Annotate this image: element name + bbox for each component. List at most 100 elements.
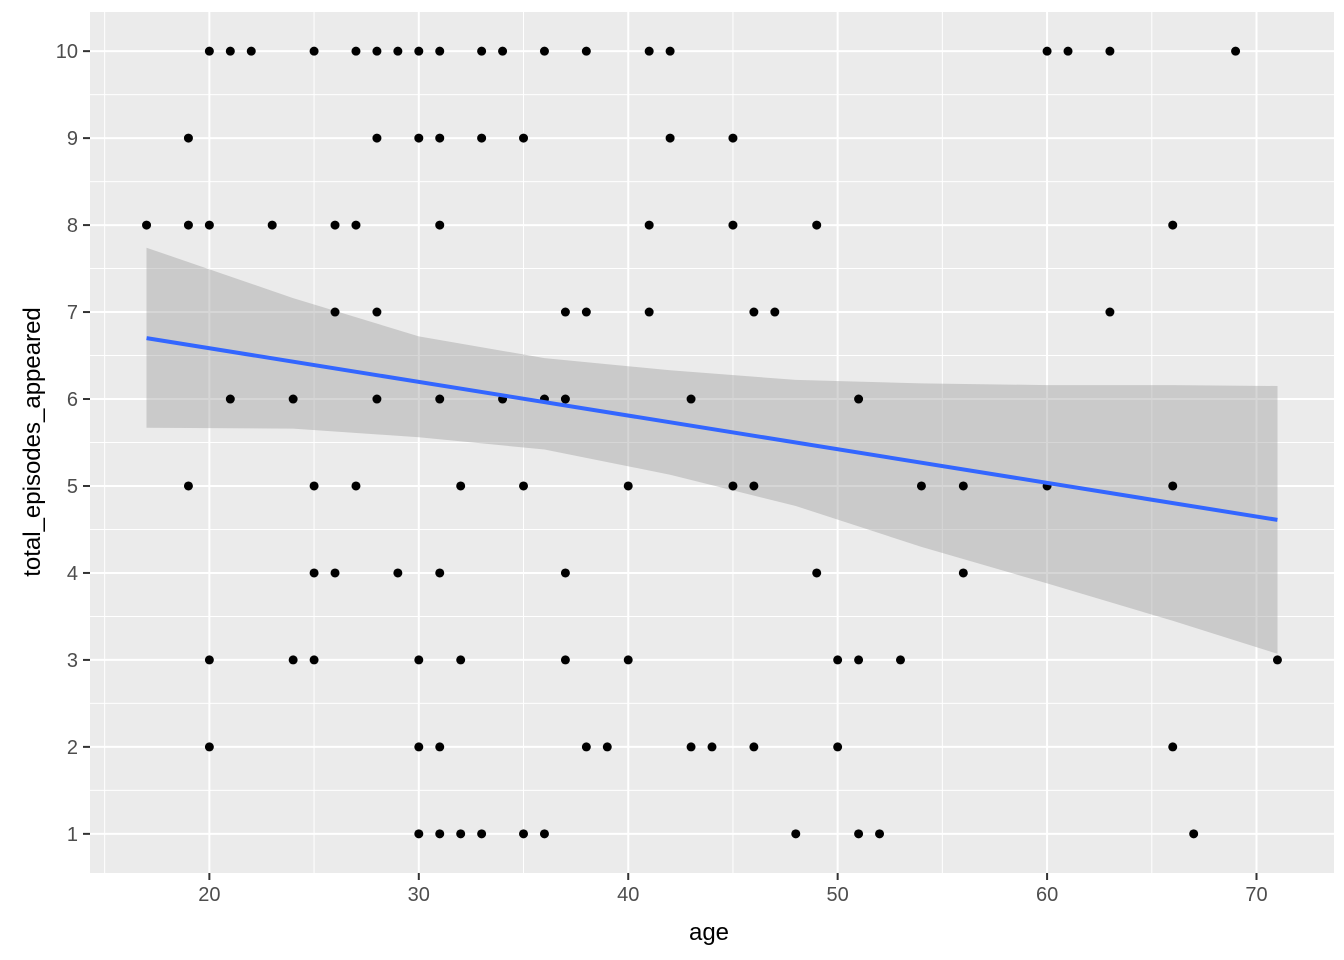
data-point (372, 394, 382, 404)
y-tick-label: 4 (67, 563, 78, 585)
data-point (1168, 220, 1178, 230)
data-point (142, 220, 152, 230)
data-point (183, 220, 193, 230)
regression-line (146, 336, 1278, 522)
data-point (875, 829, 885, 839)
data-point (665, 46, 675, 56)
data-point (351, 481, 361, 491)
x-tick-label: 40 (617, 884, 639, 906)
data-point (330, 568, 340, 578)
data-point (1105, 307, 1115, 317)
data-point (895, 655, 905, 665)
data-point (267, 220, 277, 230)
data-point (309, 46, 319, 56)
data-point (749, 742, 759, 752)
data-point (414, 46, 424, 56)
x-tick-label: 50 (827, 884, 849, 906)
data-point (183, 481, 193, 491)
data-point (602, 742, 612, 752)
data-point (1063, 46, 1073, 56)
scatter-points (142, 46, 1282, 839)
data-point (749, 481, 759, 491)
data-point (1042, 46, 1052, 56)
data-point (435, 220, 445, 230)
y-axis-ticks: 1 2 3 4 5 6 7 8 9 10 (56, 41, 90, 846)
data-point (498, 46, 508, 56)
data-point (707, 742, 717, 752)
data-point (288, 655, 298, 665)
data-point (435, 46, 445, 56)
data-point (1168, 481, 1178, 491)
data-point (1105, 46, 1115, 56)
data-point (477, 829, 487, 839)
confidence-band (146, 247, 1278, 654)
data-point (456, 481, 466, 491)
data-point (351, 220, 361, 230)
data-point (372, 46, 382, 56)
data-point (309, 481, 319, 491)
data-point (372, 133, 382, 143)
y-tick-label: 8 (67, 215, 78, 237)
data-point (435, 742, 445, 752)
data-point (183, 133, 193, 143)
data-point (770, 307, 780, 317)
x-axis-title: age (689, 919, 729, 946)
y-axis-title: total_episodes_appeared (19, 307, 46, 577)
data-point (728, 133, 738, 143)
data-point (854, 394, 864, 404)
data-point (330, 307, 340, 317)
data-point (581, 307, 591, 317)
data-point (749, 307, 759, 317)
data-point (330, 220, 340, 230)
data-point (644, 46, 654, 56)
data-point (958, 481, 968, 491)
x-tick-label: 70 (1245, 884, 1267, 906)
y-tick-label: 1 (67, 824, 78, 846)
data-point (1231, 46, 1241, 56)
y-tick-label: 10 (56, 41, 78, 63)
data-point (519, 481, 529, 491)
x-axis-ticks: 20 30 40 50 60 70 (198, 873, 1268, 906)
data-point (1168, 742, 1178, 752)
data-point (686, 394, 696, 404)
data-point (560, 394, 570, 404)
data-point (477, 133, 487, 143)
data-point (812, 568, 822, 578)
y-tick-label: 6 (67, 389, 78, 411)
data-point (204, 220, 214, 230)
data-point (309, 568, 319, 578)
data-point (204, 46, 214, 56)
data-point (560, 655, 570, 665)
data-point (456, 829, 466, 839)
data-point (435, 394, 445, 404)
data-point (812, 220, 822, 230)
data-point (623, 655, 633, 665)
data-point (309, 655, 319, 665)
y-tick-label: 7 (67, 302, 78, 324)
data-point (581, 742, 591, 752)
y-tick-label: 2 (67, 737, 78, 759)
data-point (728, 481, 738, 491)
data-point (414, 742, 424, 752)
data-point (477, 46, 487, 56)
data-point (519, 829, 529, 839)
data-point (539, 829, 549, 839)
data-point (246, 46, 256, 56)
y-tick-label: 9 (67, 128, 78, 150)
data-point (833, 742, 843, 752)
data-point (456, 655, 466, 665)
data-point (560, 307, 570, 317)
data-point (204, 655, 214, 665)
data-point (372, 307, 382, 317)
data-point (791, 829, 801, 839)
data-point (665, 133, 675, 143)
minor-gridlines (90, 12, 1334, 873)
data-point (916, 481, 926, 491)
data-point (435, 568, 445, 578)
data-point (225, 46, 235, 56)
y-tick-label: 3 (67, 650, 78, 672)
y-tick-label: 5 (67, 476, 78, 498)
data-point (435, 133, 445, 143)
data-point (351, 46, 361, 56)
